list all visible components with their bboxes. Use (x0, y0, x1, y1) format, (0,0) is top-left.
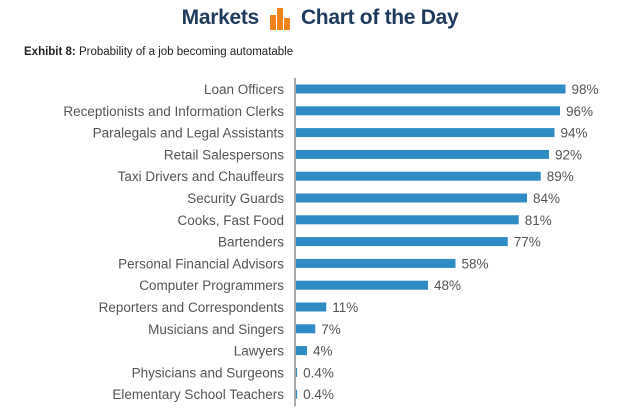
bar (296, 367, 298, 377)
bar (296, 171, 541, 181)
value-label: 7% (321, 322, 341, 337)
value-label: 96% (566, 104, 593, 119)
bar (296, 84, 566, 94)
bar-chart: Loan Officers 98% Receptionists and Inform… (63, 78, 599, 407)
bar (296, 237, 508, 247)
category-label: Receptionists and Information Clerks (63, 104, 284, 119)
category-label: Paralegals and Legal Assistants (93, 126, 285, 141)
category-label: Taxi Drivers and Chauffeurs (118, 169, 285, 184)
value-label: 77% (514, 235, 541, 250)
category-label: Elementary School Teachers (112, 387, 284, 402)
bar (296, 324, 316, 334)
bar (296, 193, 527, 203)
category-label: Retail Salespersons (164, 147, 284, 162)
category-label: Cooks, Fast Food (177, 213, 284, 228)
category-label: Computer Programmers (139, 278, 284, 293)
bar (296, 389, 298, 399)
category-label: Loan Officers (204, 82, 284, 97)
value-label: 89% (547, 169, 574, 184)
bar (296, 346, 307, 356)
value-label: 92% (555, 147, 582, 162)
bar (296, 215, 519, 225)
bar-logo-icon (269, 8, 290, 30)
brand-right-text: Chart of the Day (300, 6, 459, 29)
value-label: 4% (313, 344, 333, 359)
value-label: 11% (332, 300, 358, 315)
category-label: Personal Financial Advisors (118, 256, 284, 271)
category-label: Musicians and Singers (148, 322, 284, 337)
bar (296, 128, 555, 138)
value-label: 81% (525, 213, 552, 228)
category-label: Bartenders (218, 235, 284, 250)
value-label: 0.4% (303, 365, 334, 380)
category-label: Physicians and Surgeons (132, 365, 285, 380)
value-label: 0.4% (303, 387, 334, 402)
exhibit-title: Exhibit 8: Probability of a job becoming… (24, 46, 293, 58)
exhibit-label: Exhibit 8: (24, 46, 76, 58)
bar (296, 258, 456, 268)
value-label: 98% (572, 82, 599, 97)
page-header: Markets Chart of the Day (0, 0, 640, 36)
exhibit-caption: Probability of a job becoming automatabl… (78, 46, 294, 58)
value-label: 84% (533, 191, 560, 206)
value-label: 94% (561, 126, 588, 141)
bar (296, 106, 560, 116)
bar (296, 302, 327, 312)
bar (296, 280, 428, 290)
category-label: Security Guards (187, 191, 284, 206)
category-label: Lawyers (234, 344, 285, 359)
category-label: Reporters and Correspondents (99, 300, 285, 315)
bar (296, 149, 549, 159)
brand-left-text: Markets (181, 6, 260, 29)
value-label: 48% (434, 278, 461, 293)
value-label: 58% (462, 256, 489, 271)
